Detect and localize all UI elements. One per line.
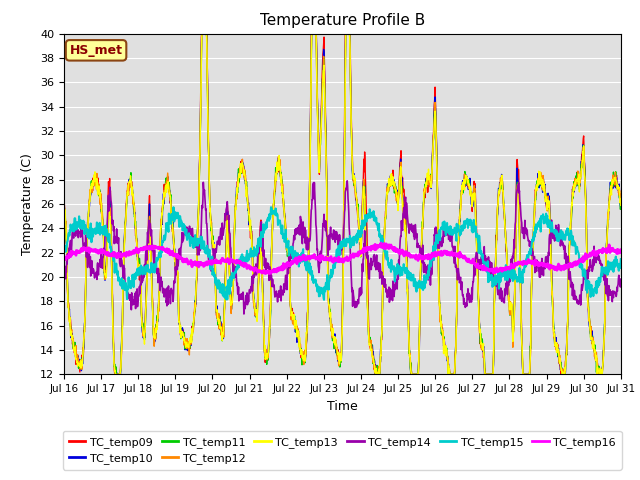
TC_temp10 — [502, 245, 510, 251]
TC_temp15 — [246, 251, 254, 256]
Y-axis label: Temperature (C): Temperature (C) — [22, 153, 35, 255]
TC_temp12 — [247, 236, 255, 241]
TC_temp10 — [198, 31, 205, 36]
TC_temp12 — [198, 31, 205, 36]
TC_temp16 — [60, 256, 68, 262]
TC_temp12 — [111, 372, 119, 377]
TC_temp15 — [267, 204, 275, 210]
TC_temp11 — [60, 198, 68, 204]
TC_temp15 — [552, 230, 559, 236]
TC_temp11 — [198, 31, 205, 36]
TC_temp10 — [429, 135, 437, 141]
Line: TC_temp12: TC_temp12 — [64, 34, 621, 374]
Title: Temperature Profile B: Temperature Profile B — [260, 13, 425, 28]
TC_temp11 — [552, 341, 559, 347]
TC_temp16 — [246, 264, 254, 270]
TC_temp09 — [617, 204, 625, 210]
TC_temp11 — [429, 136, 437, 142]
TC_temp12 — [429, 132, 437, 138]
TC_temp11 — [247, 224, 255, 230]
Line: TC_temp10: TC_temp10 — [64, 34, 621, 374]
TC_temp16 — [170, 252, 178, 258]
Line: TC_temp16: TC_temp16 — [64, 243, 621, 274]
Line: TC_temp11: TC_temp11 — [64, 34, 621, 374]
X-axis label: Time: Time — [327, 400, 358, 413]
TC_temp09 — [552, 341, 559, 347]
TC_temp09 — [60, 206, 68, 212]
TC_temp10 — [171, 246, 179, 252]
TC_temp14 — [240, 311, 248, 317]
Line: TC_temp15: TC_temp15 — [64, 207, 621, 300]
TC_temp14 — [184, 226, 191, 232]
TC_temp10 — [111, 372, 119, 377]
TC_temp16 — [552, 264, 559, 270]
TC_temp13 — [247, 228, 255, 234]
TC_temp09 — [113, 372, 120, 377]
TC_temp14 — [617, 276, 625, 282]
TC_temp16 — [429, 250, 437, 256]
TC_temp09 — [171, 257, 179, 263]
TC_temp15 — [617, 256, 625, 262]
TC_temp12 — [171, 251, 179, 256]
TC_temp11 — [184, 344, 192, 350]
TC_temp10 — [60, 208, 68, 214]
Legend: TC_temp09, TC_temp10, TC_temp11, TC_temp12, TC_temp13, TC_temp14, TC_temp15, TC_: TC_temp09, TC_temp10, TC_temp11, TC_temp… — [63, 431, 621, 469]
Line: TC_temp14: TC_temp14 — [64, 181, 621, 314]
TC_temp15 — [170, 218, 178, 224]
TC_temp15 — [184, 232, 191, 238]
TC_temp14 — [170, 278, 178, 284]
TC_temp12 — [502, 240, 510, 245]
TC_temp16 — [265, 271, 273, 276]
TC_temp14 — [552, 237, 559, 243]
TC_temp13 — [60, 202, 68, 208]
TC_temp11 — [617, 203, 625, 208]
TC_temp10 — [184, 348, 192, 353]
Line: TC_temp13: TC_temp13 — [64, 34, 621, 374]
TC_temp12 — [617, 203, 625, 208]
TC_temp15 — [502, 272, 510, 277]
TC_temp10 — [617, 206, 625, 212]
TC_temp15 — [320, 297, 328, 303]
TC_temp09 — [198, 31, 205, 36]
TC_temp16 — [377, 240, 385, 246]
TC_temp12 — [184, 339, 192, 345]
TC_temp14 — [344, 178, 351, 184]
TC_temp13 — [171, 253, 179, 259]
TC_temp13 — [429, 135, 437, 141]
TC_temp09 — [247, 224, 255, 229]
TC_temp11 — [111, 372, 119, 377]
TC_temp13 — [502, 241, 510, 247]
TC_temp14 — [502, 280, 510, 286]
TC_temp13 — [184, 341, 192, 347]
TC_temp13 — [111, 372, 119, 377]
TC_temp09 — [429, 131, 437, 137]
TC_temp10 — [247, 224, 255, 229]
TC_temp16 — [617, 247, 625, 253]
TC_temp11 — [502, 243, 510, 249]
TC_temp15 — [429, 243, 437, 249]
TC_temp13 — [198, 31, 206, 36]
Line: TC_temp09: TC_temp09 — [64, 34, 621, 374]
TC_temp10 — [552, 341, 559, 347]
TC_temp12 — [552, 343, 559, 349]
TC_temp16 — [502, 266, 510, 272]
TC_temp15 — [60, 251, 68, 257]
TC_temp13 — [552, 342, 559, 348]
TC_temp09 — [184, 348, 192, 354]
TC_temp14 — [60, 266, 68, 272]
TC_temp14 — [246, 290, 254, 296]
TC_temp11 — [171, 249, 179, 254]
Text: HS_met: HS_met — [70, 44, 123, 57]
TC_temp13 — [617, 203, 625, 208]
TC_temp09 — [502, 244, 510, 250]
TC_temp12 — [60, 206, 68, 212]
TC_temp14 — [429, 245, 437, 251]
TC_temp16 — [184, 260, 191, 265]
